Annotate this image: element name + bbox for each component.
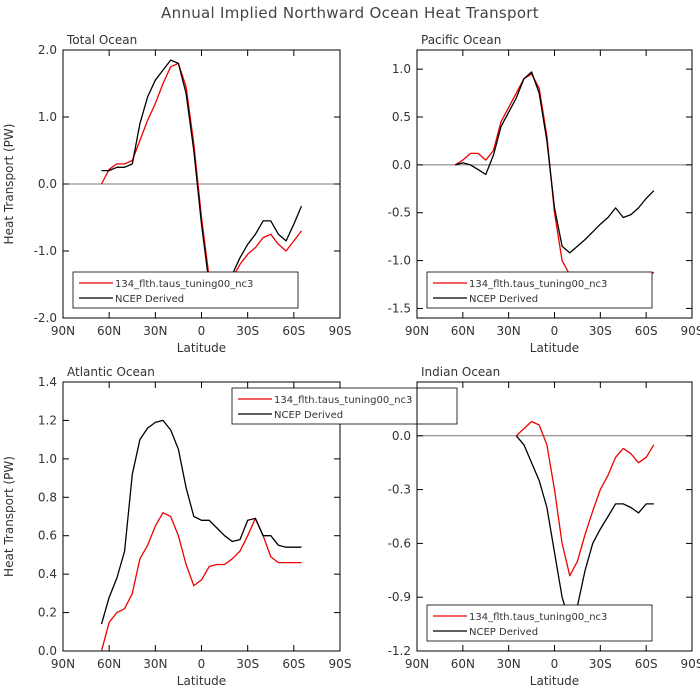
x-tick-label: 90N bbox=[51, 324, 75, 338]
x-axis-label: Latitude bbox=[530, 341, 579, 355]
y-axis-label: Heat Transport (PW) bbox=[2, 124, 16, 245]
series-line-ncep bbox=[100, 419, 302, 625]
y-axis-label: Heat Transport (PW) bbox=[2, 456, 16, 577]
series-line-model bbox=[100, 62, 303, 292]
y-tick-label: -0.3 bbox=[388, 483, 411, 497]
x-tick-label: 30N bbox=[143, 657, 167, 671]
x-tick-label: 30N bbox=[143, 324, 167, 338]
x-tick-label: 0 bbox=[551, 324, 559, 338]
y-tick-label: 0.2 bbox=[38, 606, 57, 620]
legend: 134_flth.taus_tuning00_nc3 NCEP Derived bbox=[426, 604, 653, 642]
chart-panel-3: 0.0 0.2 0.4 0.6 0.8 1.0 1.2 1.4 90N 60N 30N 0 30S 60S… bbox=[2, 365, 458, 688]
y-tick-label: -0.9 bbox=[388, 590, 411, 604]
legend: 134_flth.taus_tuning00_nc3 NCEP Derived bbox=[72, 271, 299, 309]
y-tick-label: 0.8 bbox=[38, 490, 57, 504]
legend-box bbox=[231, 387, 458, 425]
x-tick-label: 90S bbox=[329, 324, 352, 338]
x-tick-label: 90S bbox=[329, 657, 352, 671]
y-tick-label: -1.0 bbox=[34, 244, 57, 258]
series-line-ncep bbox=[515, 435, 654, 623]
legend: 134_flth.taus_tuning00_nc3 NCEP Derived bbox=[231, 387, 458, 425]
y-tick-label: 0.0 bbox=[392, 429, 411, 443]
x-tick-label: 90N bbox=[405, 324, 429, 338]
legend-label: NCEP Derived bbox=[274, 410, 343, 421]
legend-label: 134_flth.taus_tuning00_nc3 bbox=[469, 279, 607, 290]
panel-title: Total Ocean bbox=[66, 33, 137, 47]
series-line-ncep bbox=[101, 59, 303, 296]
x-tick-label: 30N bbox=[497, 324, 521, 338]
x-tick-label: 30N bbox=[497, 657, 521, 671]
x-tick-label: 90N bbox=[51, 657, 75, 671]
y-tick-label: -1.5 bbox=[388, 301, 411, 315]
x-tick-label: 30S bbox=[236, 657, 259, 671]
x-tick-label: 30S bbox=[589, 324, 612, 338]
y-tick-label: 0.0 bbox=[392, 158, 411, 172]
chart-panel-4: -1.2 -0.9 -0.6 -0.3 0.0 90N 60N 30N 0 30S 60S 90S In… bbox=[388, 365, 700, 688]
y-tick-label: 0.0 bbox=[38, 644, 57, 658]
x-tick-label: 60N bbox=[97, 324, 121, 338]
series-line-model bbox=[454, 73, 655, 298]
legend-box bbox=[426, 604, 653, 642]
legend-label: 134_flth.taus_tuning00_nc3 bbox=[115, 279, 253, 290]
x-tick-label: 60N bbox=[451, 324, 475, 338]
legend-label: 134_flth.taus_tuning00_nc3 bbox=[274, 395, 412, 406]
y-tick-label: 0.5 bbox=[392, 110, 411, 124]
x-tick-label: 30S bbox=[589, 657, 612, 671]
panel-title: Indian Ocean bbox=[421, 365, 500, 379]
x-tick-label: 90S bbox=[681, 657, 700, 671]
y-tick-label: 0.4 bbox=[38, 567, 57, 581]
x-tick-label: 60S bbox=[282, 324, 305, 338]
chart-panel-1: -2.0 -1.0 0.0 1.0 2.0 90N 60N 30N 0 30S 60S 90S Tota… bbox=[2, 33, 351, 355]
x-tick-label: 30S bbox=[236, 324, 259, 338]
y-tick-label: 1.4 bbox=[38, 375, 57, 389]
x-axis-label: Latitude bbox=[177, 674, 226, 688]
y-tick-label: 0.0 bbox=[38, 177, 57, 191]
y-tick-label: -0.6 bbox=[388, 536, 411, 550]
x-tick-label: 60S bbox=[635, 324, 658, 338]
x-axis-label: Latitude bbox=[177, 341, 226, 355]
legend: 134_flth.taus_tuning00_nc3 NCEP Derived bbox=[426, 271, 653, 309]
y-tick-label: 1.0 bbox=[392, 62, 411, 76]
x-tick-label: 0 bbox=[198, 657, 206, 671]
y-tick-label: -2.0 bbox=[34, 311, 57, 325]
legend-box bbox=[426, 271, 653, 309]
y-tick-label: 0.6 bbox=[38, 529, 57, 543]
y-tick-label: 2.0 bbox=[38, 43, 57, 57]
figure-title: Annual Implied Northward Ocean Heat Tran… bbox=[161, 4, 539, 22]
x-tick-label: 90S bbox=[681, 324, 700, 338]
legend-label: NCEP Derived bbox=[469, 627, 538, 638]
series-line-ncep bbox=[455, 71, 655, 254]
x-tick-label: 60S bbox=[635, 657, 658, 671]
x-tick-label: 60S bbox=[282, 657, 305, 671]
series-line-model bbox=[515, 420, 655, 577]
panel-title: Atlantic Ocean bbox=[67, 365, 155, 379]
x-tick-label: 90N bbox=[405, 657, 429, 671]
legend-box bbox=[72, 271, 299, 309]
chart-panel-2: -1.5 -1.0 -0.5 0.0 0.5 1.0 90N 60N 30N 0 30S 60S 90S… bbox=[388, 33, 700, 355]
x-axis-label: Latitude bbox=[530, 674, 579, 688]
x-tick-label: 60N bbox=[97, 657, 121, 671]
y-tick-label: -1.2 bbox=[388, 644, 411, 658]
series-line-model bbox=[100, 512, 302, 652]
x-tick-label: 0 bbox=[551, 657, 559, 671]
legend-label: 134_flth.taus_tuning00_nc3 bbox=[469, 612, 607, 623]
x-tick-label: 0 bbox=[198, 324, 206, 338]
y-tick-label: -1.0 bbox=[388, 254, 411, 268]
x-tick-label: 60N bbox=[451, 657, 475, 671]
y-tick-label: -0.5 bbox=[388, 206, 411, 220]
legend-label: NCEP Derived bbox=[469, 294, 538, 305]
y-tick-label: 1.0 bbox=[38, 110, 57, 124]
y-tick-label: 1.0 bbox=[38, 452, 57, 466]
panel-title: Pacific Ocean bbox=[421, 33, 501, 47]
y-tick-label: 1.2 bbox=[38, 413, 57, 427]
legend-label: NCEP Derived bbox=[115, 294, 184, 305]
